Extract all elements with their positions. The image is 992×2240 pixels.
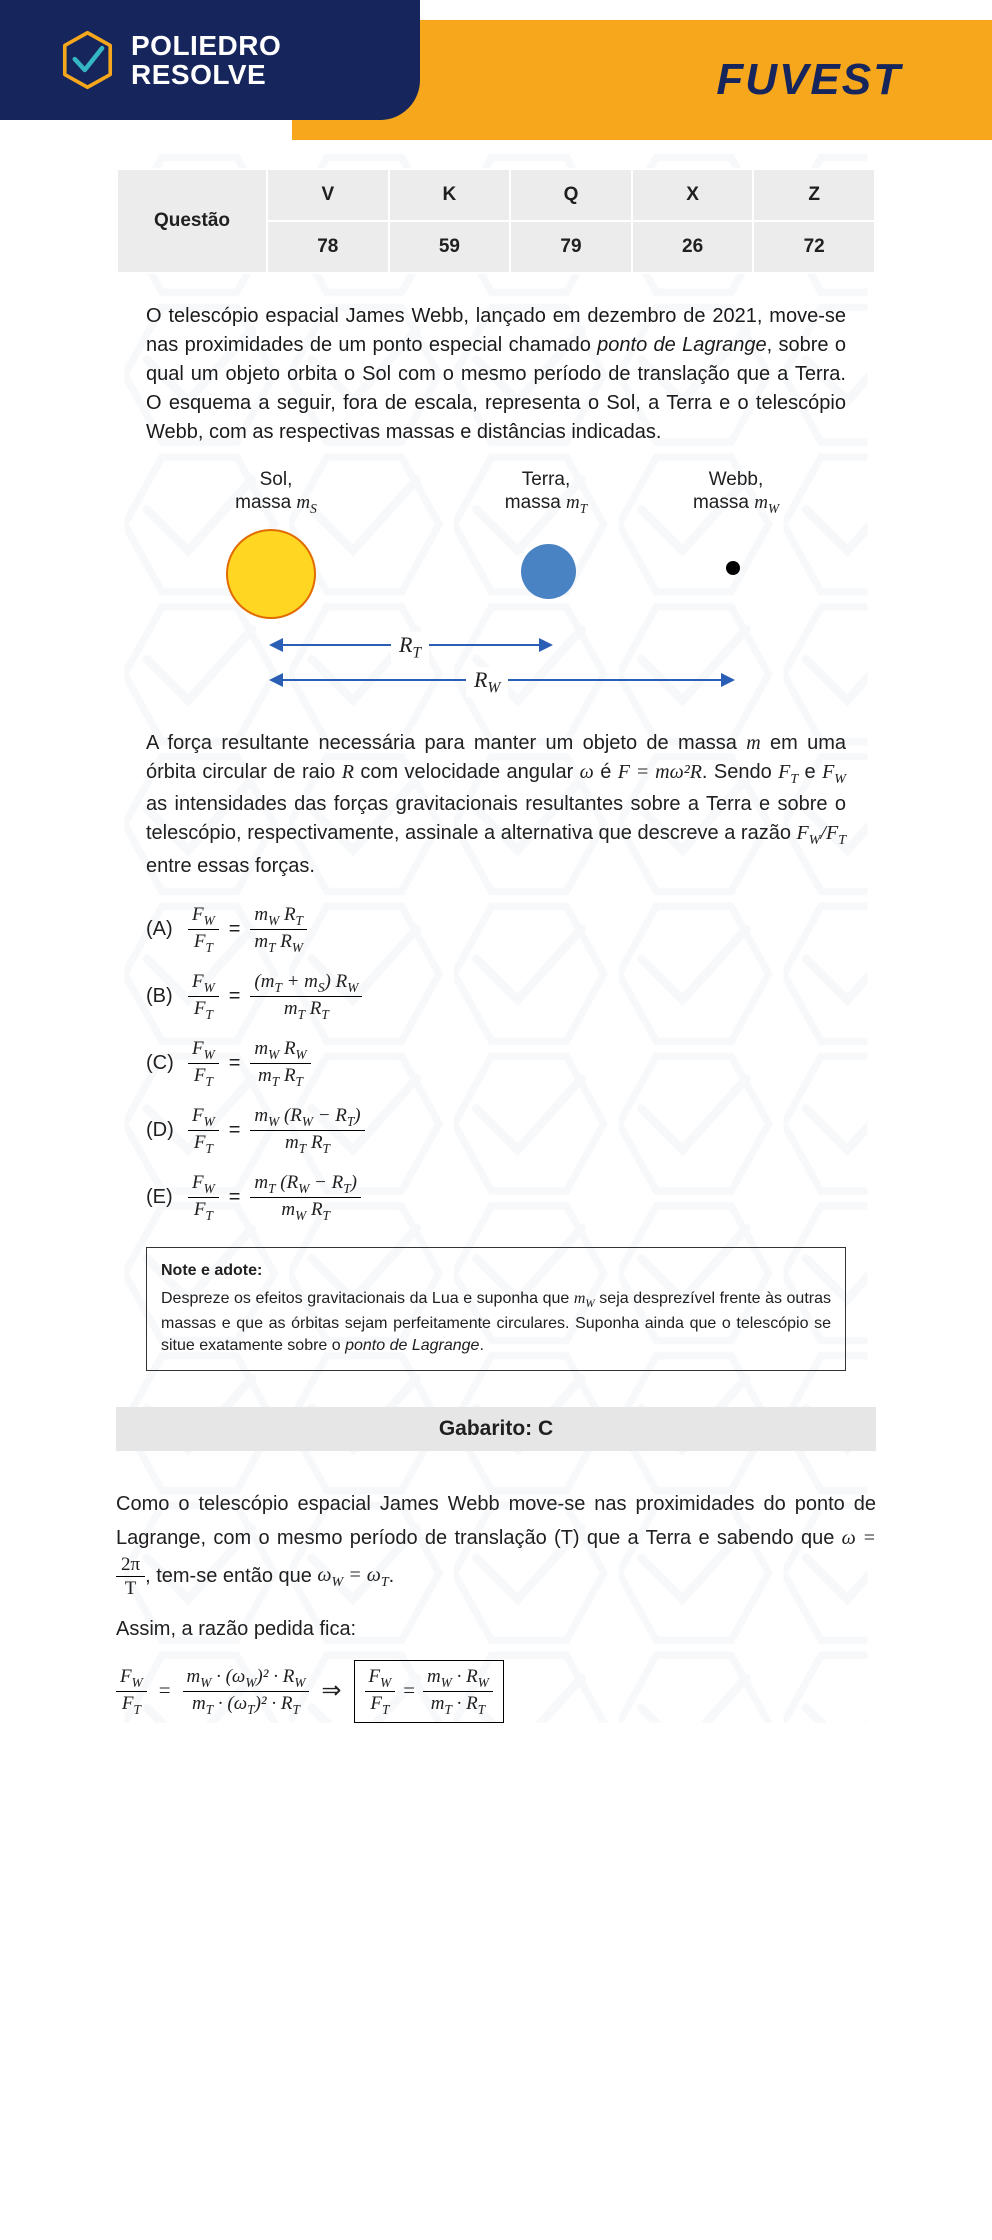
- question-body: O telescópio espacial James Webb, lançad…: [146, 302, 846, 1371]
- table-rowhead: Questão: [117, 169, 267, 273]
- page-header: POLIEDRO RESOLVE FUVEST: [0, 0, 992, 150]
- logo-hex-icon: [60, 30, 115, 90]
- table-col-x: X: [632, 169, 754, 221]
- alt-a: (A) FWFT = mW RTmT RW: [146, 905, 846, 954]
- webb-dot: [726, 561, 740, 575]
- table-col-q: Q: [510, 169, 632, 221]
- sun-label-l1: Sol,: [260, 469, 293, 490]
- note-body: Despreze os efeitos gravitacionais da Lu…: [161, 1290, 831, 1354]
- earth-label-l1: Terra,: [522, 469, 571, 490]
- table-val-k: 59: [389, 221, 511, 273]
- implies-icon: ⇒: [321, 1671, 341, 1712]
- intro-paragraph: O telescópio espacial James Webb, lançad…: [146, 302, 846, 447]
- sun-label: Sol, massa mS: [206, 469, 346, 517]
- alt-e: (E) FWFT = mT (RW − RT)mW RT: [146, 1173, 846, 1222]
- alt-c-tag: (C): [146, 1052, 178, 1075]
- question-paragraph: A força resultante necessária para mante…: [146, 729, 846, 881]
- alt-e-tag: (E): [146, 1186, 178, 1209]
- alt-c: (C) FWFT = mW RWmT RT: [146, 1039, 846, 1088]
- webb-label: Webb, massa mW: [666, 469, 806, 517]
- solution-p1: Como o telescópio espacial James Webb mo…: [116, 1487, 876, 1598]
- note-box: Note e adote: Despreze os efeitos gravit…: [146, 1247, 846, 1371]
- boxed-answer: FWFT = mW · RWmT · RT: [354, 1660, 504, 1723]
- solution-p2: Assim, a razão pedida fica:: [116, 1612, 876, 1646]
- alt-d-tag: (D): [146, 1119, 178, 1142]
- rt-label: RT: [391, 632, 429, 662]
- webb-label-l1: Webb,: [709, 469, 764, 490]
- table-col-k: K: [389, 169, 511, 221]
- sun-circle: [226, 529, 316, 619]
- alt-b: (B) FWFT = (mT + mS) RWmT RT: [146, 972, 846, 1021]
- table-val-v: 78: [267, 221, 389, 273]
- alt-a-tag: (A): [146, 918, 178, 941]
- brand-text: FUVEST: [716, 55, 902, 105]
- alternatives-list: (A) FWFT = mW RTmT RW (B) FWFT = (mT + m…: [146, 905, 846, 1223]
- table-col-z: Z: [753, 169, 875, 221]
- alt-b-tag: (B): [146, 985, 178, 1008]
- solution-equation: FWFT = mW · (ωW)² · RW mT · (ωT)² · RT ⇒…: [116, 1660, 876, 1723]
- logo-line1: POLIEDRO: [131, 31, 281, 60]
- logo-text: POLIEDRO RESOLVE: [131, 31, 281, 90]
- logo-line2: RESOLVE: [131, 60, 281, 89]
- answer-bar: Gabarito: C: [116, 1407, 876, 1451]
- orbit-diagram: Sol, massa mS Terra, massa mT Webb, mass…: [146, 469, 846, 709]
- rw-label: RW: [466, 667, 508, 697]
- header-blue-panel: POLIEDRO RESOLVE: [0, 0, 420, 120]
- solution-block: Como o telescópio espacial James Webb mo…: [116, 1487, 876, 1723]
- table-val-x: 26: [632, 221, 754, 273]
- note-title: Note e adote:: [161, 1260, 831, 1282]
- alt-d: (D) FWFT = mW (RW − RT)mT RT: [146, 1106, 846, 1155]
- earth-label: Terra, massa mT: [476, 469, 616, 517]
- table-col-v: V: [267, 169, 389, 221]
- earth-circle: [521, 544, 576, 599]
- question-table: Questão V K Q X Z 78 59 79 26 72: [116, 168, 876, 274]
- table-val-z: 72: [753, 221, 875, 273]
- table-val-q: 79: [510, 221, 632, 273]
